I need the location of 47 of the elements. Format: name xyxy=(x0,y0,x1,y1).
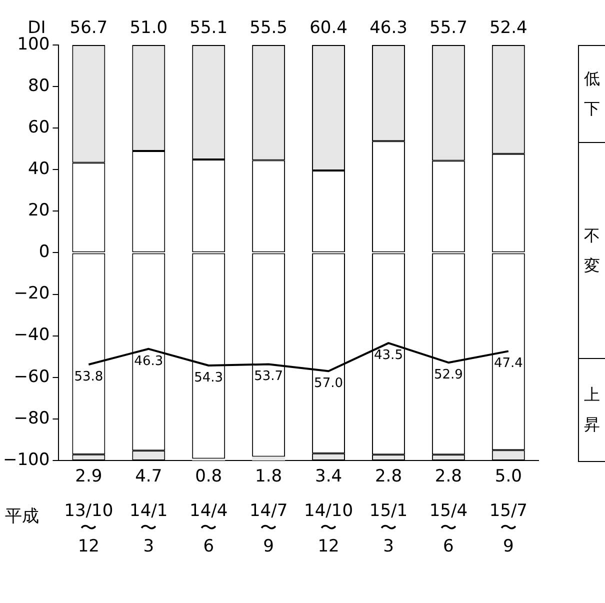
x-tick-label: 14/1〜3 xyxy=(130,500,168,556)
x-tick-label: 14/7〜9 xyxy=(249,500,288,556)
y-tick-label: −40 xyxy=(14,325,50,346)
y-tick-label: 60 xyxy=(28,118,50,138)
data-label: 46.3 xyxy=(370,18,408,38)
text: 不変 xyxy=(579,142,605,358)
y-tick-label: 40 xyxy=(28,159,50,180)
data-label: 4.7 xyxy=(135,466,162,486)
data-label: 2.9 xyxy=(75,466,102,486)
x-tick-label: 15/4〜6 xyxy=(429,500,468,556)
y-tick-label: −80 xyxy=(14,408,50,428)
data-label: 1.8 xyxy=(255,466,282,486)
text: 上昇 xyxy=(579,358,605,462)
data-label: 3.4 xyxy=(315,466,342,486)
bar xyxy=(252,456,286,460)
annotation: 53.7 xyxy=(254,369,284,384)
y-tick-label: −60 xyxy=(14,366,50,387)
annotation: 46.3 xyxy=(134,354,164,369)
x-tick-label: 15/1〜3 xyxy=(369,500,408,556)
data-label: 55.1 xyxy=(190,18,228,38)
x-tick-label: 14/10〜12 xyxy=(304,500,354,556)
annotation: 53.8 xyxy=(74,369,104,384)
x-tick-label: 14/4〜6 xyxy=(190,500,228,556)
data-label: 60.4 xyxy=(310,18,348,38)
annotation: 52.9 xyxy=(434,367,463,382)
data-label: 2.8 xyxy=(374,466,402,486)
data-label: 5.0 xyxy=(494,466,522,486)
y-tick-label: −100 xyxy=(2,450,50,470)
data-label: 0.8 xyxy=(195,466,222,486)
data-label: 56.7 xyxy=(70,18,108,38)
annotation: 57.0 xyxy=(314,376,343,392)
data-label: 51.0 xyxy=(130,18,168,38)
x-tick-label: 13/10〜12 xyxy=(64,500,114,556)
data-label: 52.4 xyxy=(489,18,528,38)
annotation: 47.4 xyxy=(494,356,523,372)
text: 低下 xyxy=(583,68,601,120)
x-tick-label: 15/7〜9 xyxy=(489,500,528,556)
data-label: 55.5 xyxy=(250,18,288,38)
y-tick-label: 20 xyxy=(28,200,50,221)
annotation: 54.3 xyxy=(194,370,224,386)
y-tick-label: 80 xyxy=(28,76,50,96)
y-tick-label: 0 xyxy=(38,242,50,262)
data-label: 2.8 xyxy=(434,466,462,486)
data-label: 55.7 xyxy=(430,18,468,38)
annotation: 43.5 xyxy=(374,348,403,363)
y-tick-label: −20 xyxy=(14,284,50,304)
x-axis-title: 平成 xyxy=(5,506,39,526)
